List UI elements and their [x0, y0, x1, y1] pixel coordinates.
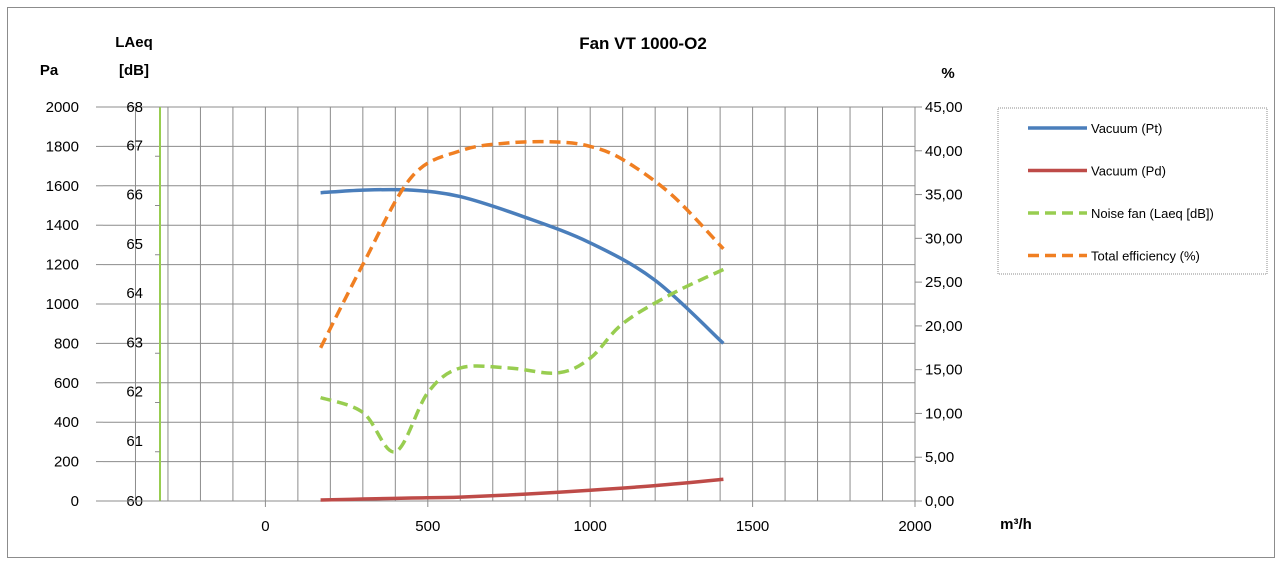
grid-lines: [103, 106, 916, 502]
series-line-noise-fan: [320, 267, 725, 454]
y-left-tick-label: 1000: [46, 296, 79, 313]
series-line-vacuum-pt: [320, 187, 725, 345]
y-left2-tick-label: 68: [126, 99, 143, 116]
x-tick-label: 1000: [574, 518, 607, 535]
y-right-tick-label: 30,00: [925, 230, 963, 247]
y-right-tick-label: 35,00: [925, 187, 963, 204]
y-right-tick-label: 0,00: [925, 493, 954, 510]
y-right-unit-label: %: [941, 65, 954, 82]
y-left-tick-label: 1400: [46, 217, 79, 234]
y-left-tick-label: 1800: [46, 138, 79, 155]
series-line-vacuum-pd: [320, 477, 724, 502]
y-left-tick-label: 200: [54, 454, 79, 471]
chart-title: Fan VT 1000-O2: [579, 34, 707, 53]
legend-label-total-efficiency: Total efficiency (%): [1091, 249, 1200, 264]
y-left2-unit-label-line1: LAeq: [115, 34, 153, 51]
y-left2-tick-label: 67: [126, 137, 143, 154]
y-right-tick-label: 20,00: [925, 318, 963, 335]
y-left-tick-label: 600: [54, 375, 79, 392]
x-tick-label: 2000: [898, 518, 931, 535]
legend-label-vacuum-pt: Vacuum (Pt): [1091, 121, 1162, 136]
y-left2-tick-label: 65: [126, 236, 143, 253]
y-right-tick-label: 5,00: [925, 449, 954, 466]
x-tick-label: 1500: [736, 518, 769, 535]
x-tick-label: 0: [261, 518, 269, 535]
x-axis-unit-label: m³/h: [1000, 516, 1032, 533]
x-tick-label: 500: [415, 518, 440, 535]
y-left2-tick-label: 64: [126, 285, 143, 302]
y-right-tick-label: 25,00: [925, 274, 963, 291]
y-left-tick-label: 0: [71, 493, 79, 510]
y-left2-unit-label-line2: [dB]: [119, 62, 149, 79]
legend-box: [997, 107, 1268, 275]
y-left2-tick-label: 63: [126, 334, 143, 351]
y-left-tick-label: 1600: [46, 178, 79, 195]
y-right-tick-label: 15,00: [925, 362, 963, 379]
y-right-tick-label: 45,00: [925, 99, 963, 116]
chart-frame: [7, 7, 1275, 558]
series-line-total-efficiency: [319, 139, 725, 349]
y-left2-tick-label: 62: [126, 384, 143, 401]
y-right-tick-label: 40,00: [925, 143, 963, 160]
legend-label-vacuum-pd: Vacuum (Pd): [1091, 164, 1166, 179]
y-left2-tick-label: 66: [126, 187, 143, 204]
legend-label-noise-fan: Noise fan (Laeq [dB]): [1091, 206, 1214, 221]
axes: 0200400600800100012001400160018002000606…: [46, 99, 963, 535]
y-right-tick-label: 10,00: [925, 405, 963, 422]
y-left-tick-label: 800: [54, 335, 79, 352]
y-left-tick-label: 2000: [46, 99, 79, 116]
y-left-tick-label: 1200: [46, 257, 79, 274]
y-left-unit-label: Pa: [40, 62, 59, 79]
legend: Vacuum (Pt) Vacuum (Pd) Noise fan (Laeq [d…: [997, 107, 1268, 275]
y-left2-tick-label: 61: [126, 433, 143, 450]
y-left-tick-label: 400: [54, 414, 79, 431]
series-layer: [319, 139, 725, 502]
